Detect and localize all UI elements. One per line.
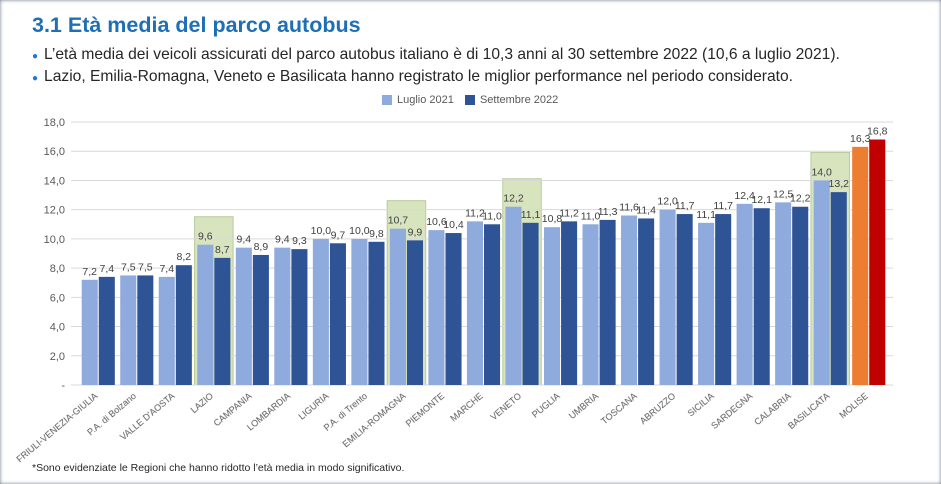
svg-text:7,5: 7,5	[121, 261, 136, 273]
svg-text:11,0: 11,0	[482, 210, 502, 222]
svg-text:9,7: 9,7	[331, 229, 346, 241]
svg-text:8,0: 8,0	[50, 263, 65, 275]
svg-text:18,0: 18,0	[44, 117, 65, 129]
svg-text:11,7: 11,7	[675, 200, 695, 212]
svg-text:SICILIA: SICILIA	[686, 391, 716, 419]
svg-text:9,4: 9,4	[237, 234, 252, 246]
svg-text:7,2: 7,2	[82, 266, 97, 278]
svg-text:PIEMONTE: PIEMONTE	[404, 391, 446, 429]
svg-text:11,4: 11,4	[636, 204, 656, 216]
svg-text:10,0: 10,0	[311, 225, 332, 237]
svg-text:16,0: 16,0	[44, 146, 65, 158]
svg-text:PUGLIA: PUGLIA	[530, 391, 562, 420]
svg-text:11,7: 11,7	[713, 200, 733, 212]
svg-text:MOLISE: MOLISE	[838, 391, 870, 421]
svg-text:7,5: 7,5	[138, 261, 153, 273]
svg-text:10,4: 10,4	[443, 219, 464, 231]
svg-text:BASILICATA: BASILICATA	[786, 391, 831, 431]
svg-text:7,4: 7,4	[159, 263, 174, 275]
svg-text:14,0: 14,0	[44, 175, 65, 187]
svg-text:MARCHE: MARCHE	[448, 391, 484, 424]
svg-text:8,7: 8,7	[215, 244, 230, 256]
svg-text:-: -	[61, 380, 65, 392]
svg-text:9,9: 9,9	[408, 226, 423, 238]
svg-text:9,6: 9,6	[198, 231, 213, 243]
svg-text:12,1: 12,1	[751, 194, 772, 206]
svg-text:9,8: 9,8	[369, 228, 384, 240]
svg-text:11,3: 11,3	[598, 206, 618, 218]
svg-text:10,7: 10,7	[388, 215, 409, 227]
svg-text:10,0: 10,0	[349, 225, 370, 237]
svg-text:9,3: 9,3	[292, 235, 307, 247]
svg-text:VENETO: VENETO	[489, 391, 524, 422]
svg-text:7,4: 7,4	[99, 263, 114, 275]
svg-text:12,2: 12,2	[503, 193, 524, 205]
svg-text:11,2: 11,2	[559, 207, 579, 219]
svg-text:8,2: 8,2	[177, 251, 192, 263]
svg-text:10,0: 10,0	[44, 234, 65, 246]
svg-text:14,0: 14,0	[811, 166, 832, 178]
svg-text:SARDEGNA: SARDEGNA	[709, 391, 754, 431]
svg-text:12,2: 12,2	[790, 193, 811, 205]
svg-text:13,2: 13,2	[829, 178, 850, 190]
svg-text:2,0: 2,0	[50, 351, 65, 363]
svg-text:ABRUZZO: ABRUZZO	[638, 391, 677, 426]
svg-text:TOSCANA: TOSCANA	[599, 391, 639, 427]
svg-text:LAZIO: LAZIO	[189, 391, 215, 415]
svg-text:8,9: 8,9	[254, 241, 269, 253]
svg-text:16,8: 16,8	[867, 126, 888, 138]
svg-text:LIGURIA: LIGURIA	[297, 391, 331, 422]
svg-text:12,0: 12,0	[44, 205, 65, 217]
svg-text:6,0: 6,0	[50, 292, 65, 304]
svg-text:4,0: 4,0	[50, 322, 65, 334]
svg-text:11,1: 11,1	[521, 209, 541, 221]
svg-text:UMBRIA: UMBRIA	[567, 391, 600, 421]
svg-text:9,4: 9,4	[275, 234, 290, 246]
